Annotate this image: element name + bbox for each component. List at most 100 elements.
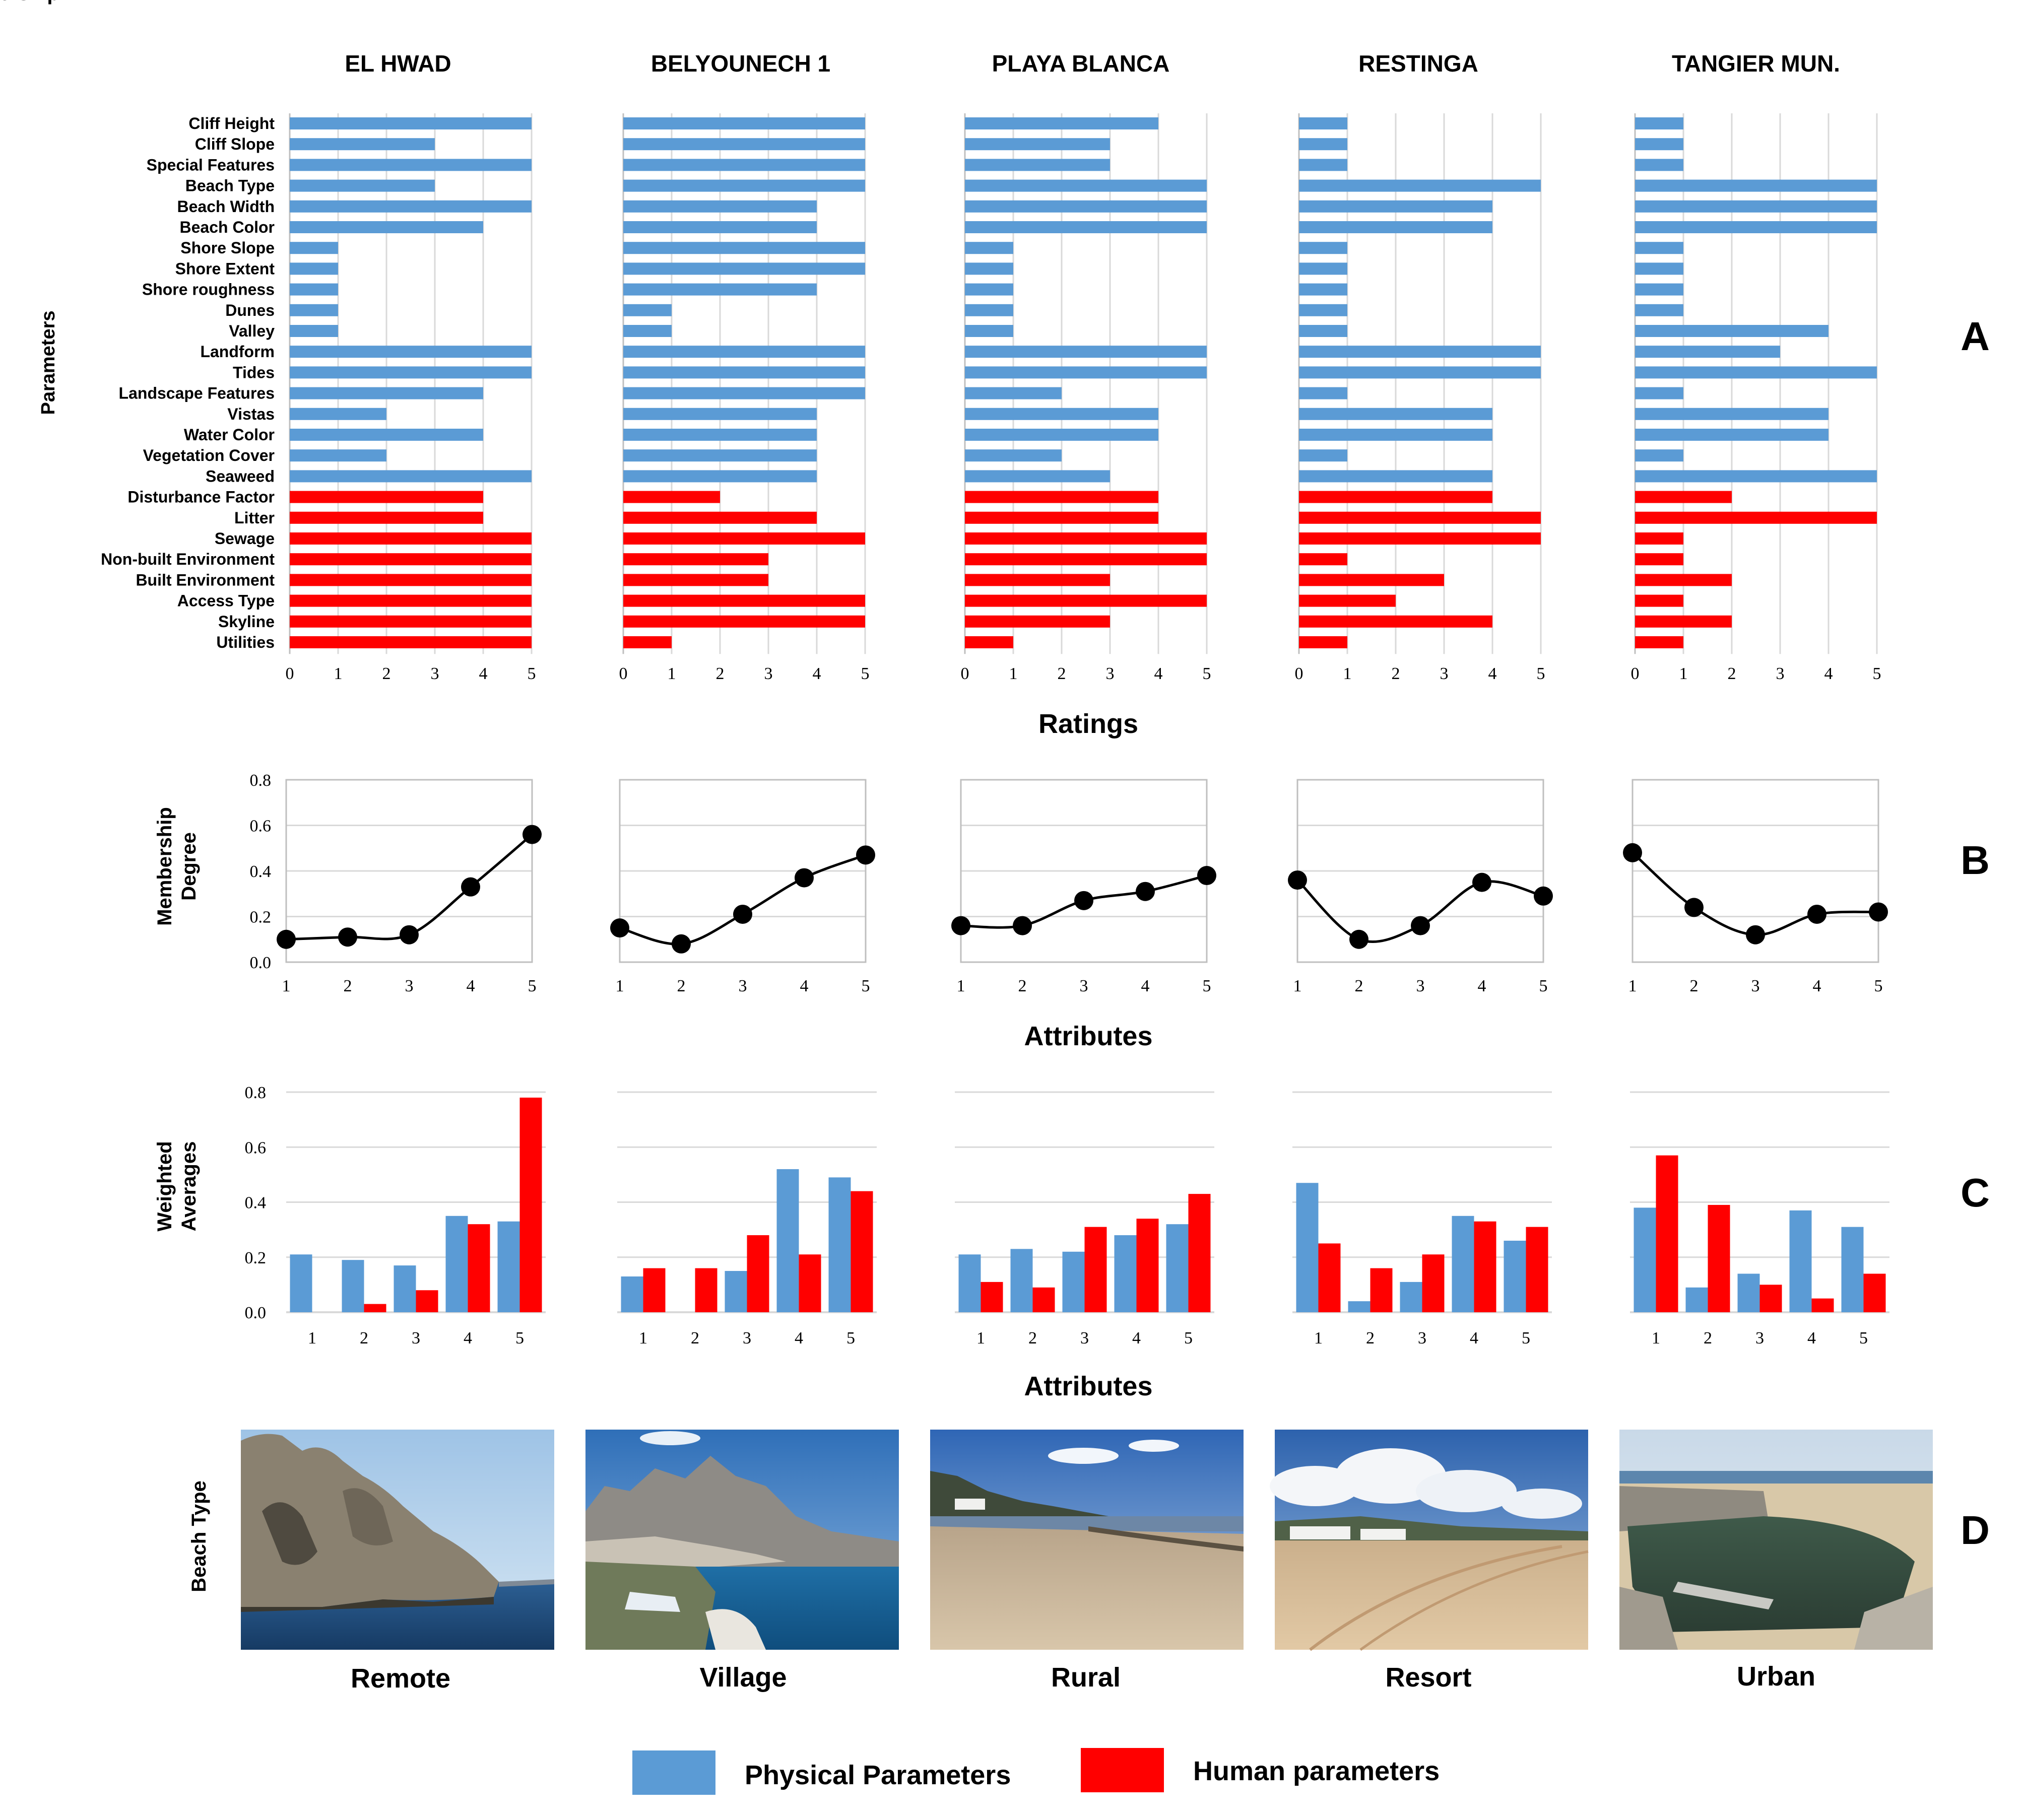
physical-rating-bar (1635, 200, 1877, 213)
physical-rating-bar (290, 429, 483, 441)
panel-c-x-tick: 3 (1080, 1329, 1089, 1347)
physical-rating-bar (1299, 200, 1492, 213)
physical-rating-bar (1299, 449, 1347, 462)
parameter-label: Landform (200, 343, 275, 361)
beach-type-remote: Remote (351, 1663, 450, 1694)
human-rating-bar (1635, 636, 1683, 648)
parameter-label: Non-built Environment (101, 550, 275, 568)
legend: Physical Parameters Human parameters (632, 1748, 1440, 1795)
physical-rating-bar (290, 117, 532, 129)
panel-b-y-tick: 0.0 (250, 954, 272, 972)
human-rating-bar (1635, 615, 1732, 628)
beach-type-rural: Rural (1051, 1662, 1121, 1693)
physical-rating-bar (1635, 346, 1780, 358)
panel-c-x-tick: 2 (1704, 1329, 1712, 1347)
membership-point (277, 929, 296, 949)
panel-a-tick-label: 3 (431, 664, 439, 683)
physical-rating-bar (965, 242, 1013, 254)
human-weighted-bar (1136, 1219, 1159, 1312)
physical-rating-bar (965, 470, 1110, 483)
panel-c-x-tick: 2 (1028, 1329, 1037, 1347)
physical-rating-bar (623, 200, 817, 213)
physical-weighted-bar (1296, 1183, 1319, 1312)
physical-rating-bar (623, 179, 865, 192)
physical-rating-bar (1299, 387, 1347, 399)
human-rating-bar (1299, 532, 1541, 545)
membership-point (1136, 882, 1155, 901)
panel-a-tick-label: 3 (1776, 664, 1785, 683)
panel-a-tick-label: 4 (479, 664, 488, 683)
physical-weighted-bar (1841, 1227, 1864, 1312)
physical-rating-bar (290, 242, 338, 254)
membership-point (523, 825, 542, 844)
membership-point (856, 845, 875, 865)
panel-c-weighted-bars: 0.8 0.6 0.4 0.2 0.0 1 2 3 4 5 1 2 3 4 5 1 2 3 4 5 1 2 3 4 5 1 2 3 4 5 (245, 1084, 1889, 1347)
human-rating-bar (290, 615, 532, 628)
panel-b-x-tick: 1 (1293, 977, 1302, 995)
physical-rating-bar (1299, 179, 1541, 192)
panel-c-x-tick: 3 (412, 1329, 420, 1347)
human-rating-bar (1299, 553, 1347, 566)
human-rating-bar (965, 491, 1158, 503)
panel-a-tick-label: 1 (334, 664, 343, 683)
panel-b-x-tick: 2 (1018, 977, 1027, 995)
panel-b-y-title-line-b: Degree (178, 832, 200, 901)
panel-b-plot-frame (1632, 779, 1879, 963)
physical-rating-bar (965, 117, 1158, 129)
membership-point (1534, 886, 1553, 906)
legend-human-label: Human parameters (1193, 1756, 1440, 1786)
panel-b-x-tick: 2 (344, 977, 352, 995)
panel-c-x-tick: 4 (1807, 1329, 1816, 1347)
physical-rating-bar (965, 366, 1207, 379)
physical-rating-bar (965, 387, 1062, 399)
human-weighted-bar (851, 1191, 873, 1312)
panel-a-tick-label: 3 (1106, 664, 1115, 683)
panel-a-tick-label: 1 (668, 664, 676, 683)
physical-weighted-bar (828, 1177, 851, 1312)
panel-b-x-tick: 1 (957, 977, 965, 995)
physical-rating-bar (623, 449, 817, 462)
human-rating-bar (965, 511, 1158, 524)
physical-rating-bar (623, 387, 865, 399)
membership-point (1197, 866, 1216, 886)
parameter-label: Cliff Height (188, 114, 275, 132)
panel-c-x-tick: 1 (1652, 1329, 1660, 1347)
panel-a-tick-label: 4 (1488, 664, 1497, 683)
human-weighted-bar (981, 1282, 1003, 1312)
coastal-village-photo (585, 1430, 899, 1650)
physical-rating-bar (623, 429, 817, 441)
physical-rating-bar (1299, 262, 1347, 275)
membership-line (286, 833, 533, 941)
beach-type-village: Village (699, 1662, 787, 1693)
parameter-label: Skyline (218, 613, 275, 631)
rural-beach-photo (930, 1430, 1244, 1650)
panel-b-y-tick: 0.8 (250, 771, 272, 790)
human-weighted-bar (1708, 1204, 1730, 1312)
panel-a-tick-label: 1 (1343, 664, 1352, 683)
membership-point (1746, 925, 1765, 945)
physical-rating-bar (1299, 325, 1347, 337)
physical-rating-bar (1635, 429, 1829, 441)
panel-b-y-tick: 0.4 (250, 862, 272, 881)
physical-weighted-bar (1504, 1240, 1526, 1312)
membership-point (1623, 843, 1642, 862)
physical-rating-bar (290, 387, 483, 399)
human-weighted-bar (695, 1268, 717, 1312)
physical-rating-bar (623, 366, 865, 379)
panel-a-tick-label: 5 (1203, 664, 1211, 683)
physical-rating-bar (965, 449, 1062, 462)
panel-b-x-title: Attributes (1024, 1021, 1153, 1051)
physical-rating-bar (965, 138, 1110, 151)
physical-weighted-bar (1010, 1249, 1033, 1312)
physical-rating-bar (290, 449, 386, 462)
physical-rating-bar (1635, 179, 1877, 192)
physical-rating-bar (965, 283, 1013, 296)
urban-beach-photo (1619, 1430, 1933, 1650)
human-rating-bar (965, 574, 1110, 586)
physical-rating-bar (1299, 159, 1347, 171)
human-rating-bar (1299, 574, 1444, 586)
panel-a-tick-label: 2 (716, 664, 725, 683)
membership-point (1807, 904, 1826, 924)
panel-b-x-tick: 1 (1628, 977, 1637, 995)
physical-rating-bar (1299, 470, 1492, 483)
